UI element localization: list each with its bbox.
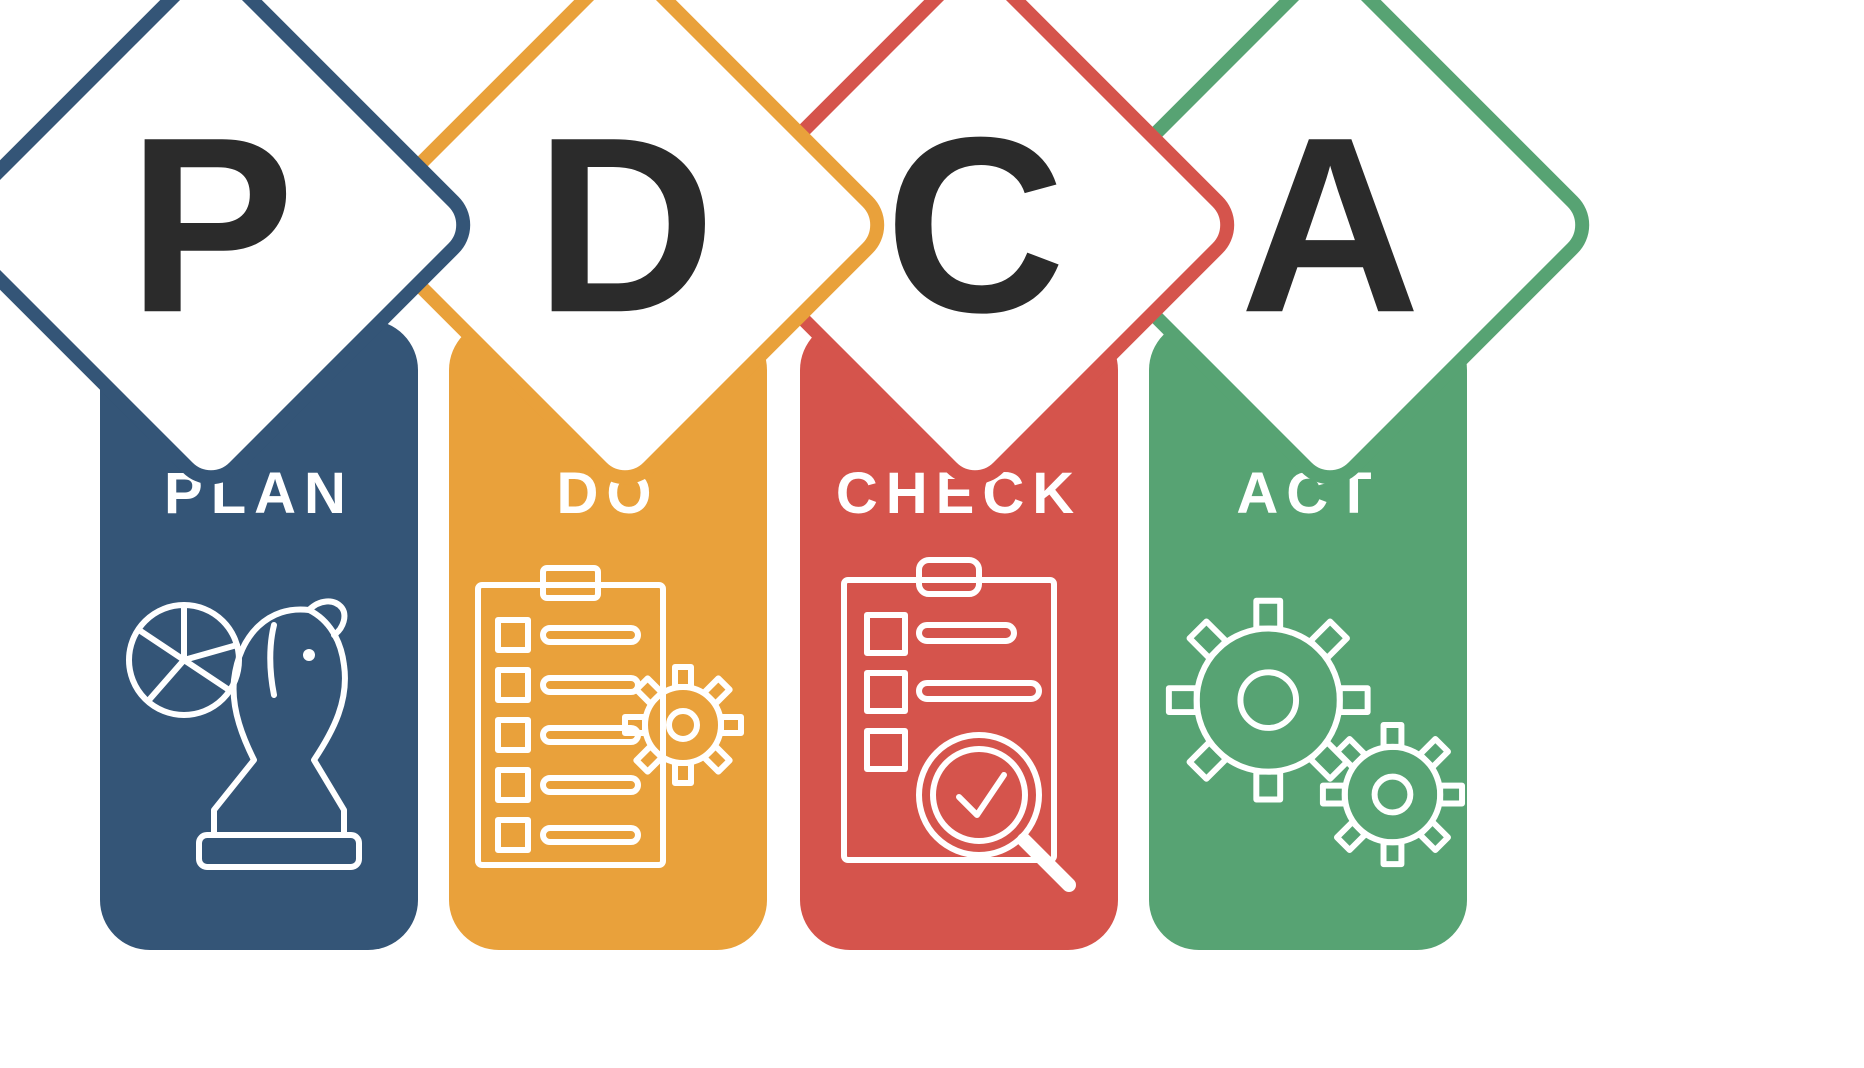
check-icon	[800, 540, 1118, 900]
letter-d: D	[535, 100, 716, 350]
pdca-infographic: PLAN DO CHECK ACT	[0, 0, 1864, 1068]
do-icon	[449, 540, 767, 900]
letter-a: A	[1240, 100, 1421, 350]
letter-p: P	[128, 100, 295, 350]
word-plan: PLAN	[100, 460, 418, 527]
act-icon	[1149, 540, 1467, 900]
plan-icon	[100, 540, 418, 900]
letter-c: C	[885, 100, 1066, 350]
